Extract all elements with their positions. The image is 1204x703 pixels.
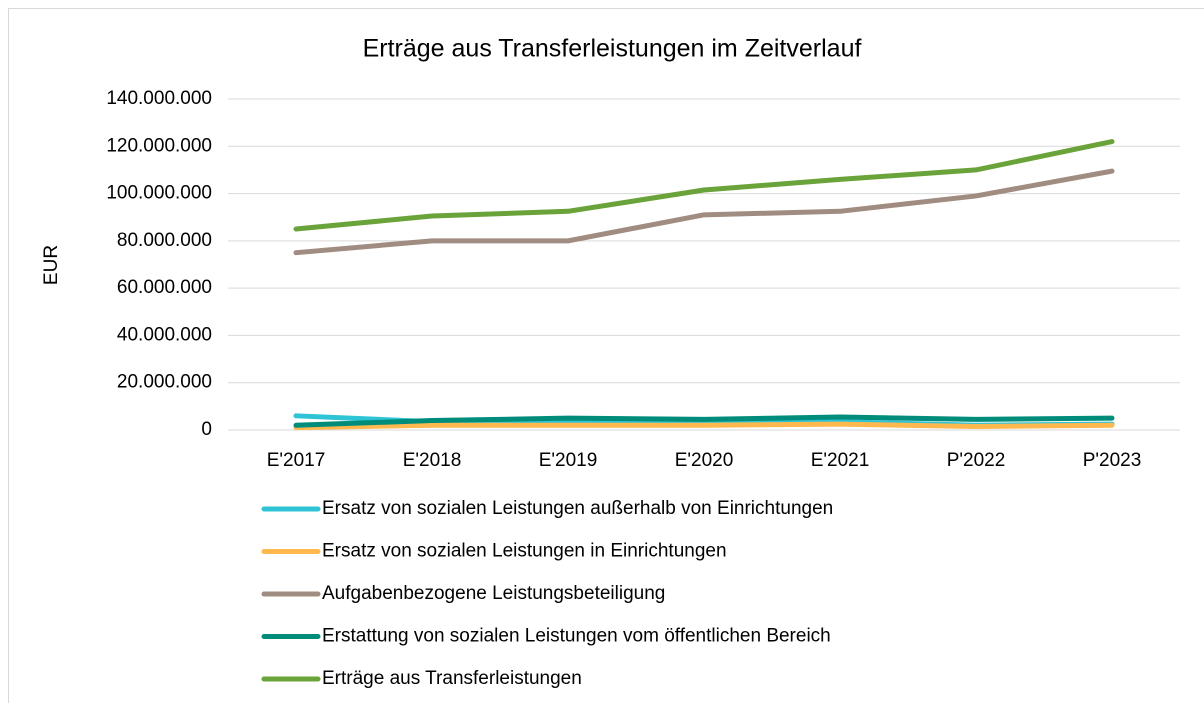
y-axis-label: EUR (41, 245, 62, 285)
y-tick-label: 60.000.000 (117, 277, 212, 298)
chart-title: Erträge aus Transferleistungen im Zeitve… (363, 35, 862, 63)
legend-label: Aufgabenbezogene Leistungsbeteiligung (322, 583, 665, 604)
x-tick-label: P'2022 (947, 450, 1006, 471)
series-line (293, 139, 1115, 232)
series-line (293, 421, 1115, 431)
y-tick-label: 140.000.000 (106, 88, 212, 109)
y-tick-label: 40.000.000 (117, 324, 212, 345)
chart-frame (8, 8, 1204, 703)
y-tick-label: 100.000.000 (106, 183, 212, 204)
legend-label: Ersatz von sozialen Leistungen außerhalb… (322, 498, 833, 519)
series-line (293, 414, 1115, 428)
x-tick-label: E'2020 (675, 450, 734, 471)
x-tick-label: E'2021 (811, 450, 870, 471)
y-tick-label: 20.000.000 (117, 372, 212, 393)
legend-label: Ersatz von sozialen Leistungen in Einric… (322, 541, 727, 562)
y-tick-label: 80.000.000 (117, 230, 212, 251)
legend-label: Erstattung von sozialen Leistungen vom ö… (322, 626, 831, 647)
x-tick-label: P'2023 (1083, 450, 1142, 471)
x-tick-label: E'2017 (267, 450, 326, 471)
y-tick-label: 120.000.000 (106, 135, 212, 156)
x-tick-label: E'2019 (539, 450, 598, 471)
legend-label: Erträge aus Transferleistungen (322, 668, 582, 689)
y-tick-label: 0 (201, 419, 212, 440)
series-line (293, 168, 1115, 256)
x-tick-label: E'2018 (403, 450, 462, 471)
